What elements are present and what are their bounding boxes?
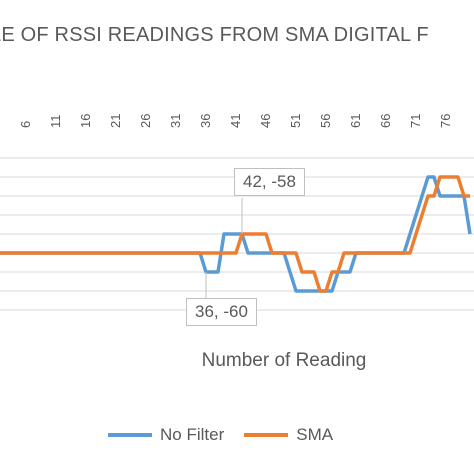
x-tick-label: 46 <box>258 114 273 128</box>
legend-item-sma[interactable]: SMA <box>244 425 333 445</box>
legend: No Filter SMA <box>108 425 353 445</box>
x-axis-title: Number of Reading <box>201 350 367 371</box>
x-tick-label: 26 <box>138 114 153 128</box>
legend-swatch-sma <box>244 433 289 437</box>
x-tick-label: 51 <box>288 114 303 128</box>
x-tick-label: 76 <box>438 114 453 128</box>
x-tick-label: 11 <box>48 115 63 129</box>
legend-swatch-no-filter <box>108 433 152 437</box>
legend-item-no-filter[interactable]: No Filter <box>108 425 224 445</box>
x-tick-label: 71 <box>408 114 423 128</box>
x-tick-label: 6 <box>18 121 33 128</box>
series-line-sma <box>0 175 470 293</box>
chart-title: LE OF RSSI READINGS FROM SMA DIGITAL F <box>0 24 429 46</box>
x-tick-label: 16 <box>78 114 93 128</box>
x-tick-label: 36 <box>198 114 213 128</box>
x-tick-label: 41 <box>228 114 243 128</box>
data-callout-upper: 42, -58 <box>234 168 305 196</box>
legend-label-no-filter: No Filter <box>160 425 225 444</box>
x-tick-label: 61 <box>348 114 363 128</box>
legend-label-sma: SMA <box>296 425 334 444</box>
x-tick-label: 21 <box>108 114 123 128</box>
data-callout-lower: 36, -60 <box>186 298 257 326</box>
x-tick-label: 66 <box>378 114 393 128</box>
x-tick-label: 31 <box>168 114 183 128</box>
x-tick-label: 56 <box>318 114 333 128</box>
